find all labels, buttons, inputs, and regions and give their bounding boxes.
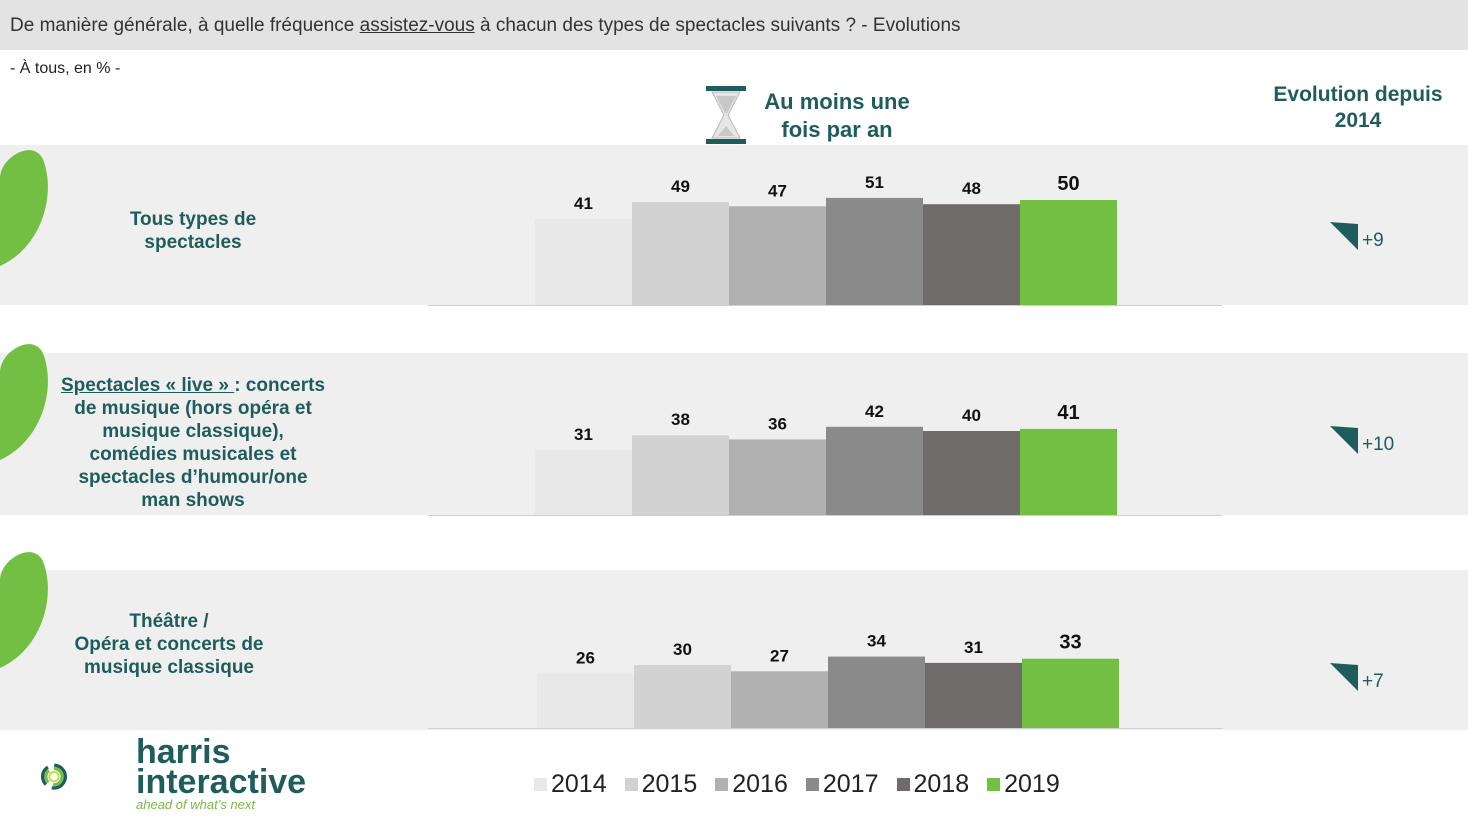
legend-swatch — [715, 778, 729, 791]
title-part-1: De manière générale, à quelle fréquence — [10, 15, 360, 36]
legend-item-2014: 2014 — [534, 770, 607, 799]
data-label-2018-row-3: 31 — [964, 638, 983, 657]
leaf-decoration-3 — [0, 552, 48, 668]
row-3-label-line: musique classique — [83, 657, 254, 678]
row-label-3: Théâtre / Opéra et concerts de musique c… — [36, 610, 302, 679]
legend-label: 2019 — [1004, 770, 1060, 798]
down-arrow-icon — [1330, 222, 1358, 250]
logo-text-harris: harris — [136, 733, 231, 771]
data-label-2017-row-1: 51 — [865, 173, 884, 192]
data-label-2014-row-3: 26 — [576, 648, 595, 667]
legend-item-2017: 2017 — [805, 770, 879, 799]
data-label-2015-row-1: 49 — [671, 177, 690, 196]
row-label-2: Spectacles « live » : concerts de musiqu… — [50, 374, 336, 512]
bar-2015-row-1 — [632, 202, 729, 305]
hourglass-icon — [706, 86, 746, 144]
bar-2017-row-2 — [826, 426, 923, 515]
row-2-label-line: musique classique), — [102, 421, 284, 442]
evolution-value-3: +7 — [1362, 671, 1384, 692]
title-part-2: à chacun des types de spectacles suivant… — [474, 15, 961, 36]
legend-label: 2016 — [732, 770, 788, 798]
leaf-decoration-2 — [0, 344, 48, 460]
title-bar — [0, 0, 1468, 50]
legend-swatch — [805, 778, 819, 791]
data-label-2016-row-2: 36 — [768, 414, 787, 433]
bar-2018-row-3 — [925, 662, 1022, 728]
row-2-label-line: Spectacles « live » : concerts — [50, 374, 336, 397]
bar-2017-row-1 — [826, 197, 923, 305]
bar-2016-row-1 — [729, 206, 826, 305]
bar-2019-row-3 — [1022, 658, 1119, 728]
logo-tagline: ahead of what’s next — [136, 797, 256, 812]
data-label-2015-row-2: 38 — [671, 410, 690, 429]
data-label-2018-row-2: 40 — [962, 406, 981, 425]
bar-2016-row-3 — [731, 671, 828, 728]
legend-label: 2017 — [822, 770, 879, 798]
row-2-label-line: spectacles d’humour/one — [78, 467, 308, 488]
row-3-label-line: Théâtre / — [129, 611, 209, 632]
row-2-label-line: de musique (hors opéra et — [74, 398, 312, 419]
measure-header: Au moins une fois par an — [762, 88, 912, 144]
bar-2014-row-3 — [537, 673, 634, 728]
measure-line-2: fois par an — [781, 117, 893, 142]
down-arrow-icon — [1330, 663, 1358, 691]
legend-label: 2018 — [913, 770, 970, 798]
data-label-2014-row-2: 31 — [574, 425, 593, 444]
row-2-label-underlined: Spectacles « live » — [60, 375, 235, 396]
question-title: De manière générale, à quelle fréquence … — [10, 15, 961, 37]
legend-swatch — [896, 778, 910, 791]
bar-2015-row-2 — [632, 435, 729, 515]
legend-label: 2014 — [551, 770, 607, 798]
bar-2018-row-2 — [923, 431, 1020, 515]
row-label-1: Tous types de spectacles — [60, 208, 326, 254]
data-label-2019-row-3: 33 — [1059, 632, 1081, 654]
bar-2017-row-3 — [828, 656, 925, 728]
bar-2019-row-1 — [1020, 200, 1117, 305]
legend-swatch — [534, 778, 547, 791]
bar-2019-row-2 — [1020, 428, 1117, 515]
row-1-label-line: spectacles — [144, 232, 242, 253]
bar-2015-row-3 — [634, 665, 731, 728]
evolution-value-2: +10 — [1362, 434, 1395, 455]
data-label-2017-row-2: 42 — [865, 402, 884, 421]
chart-legend: 2014 2015 2016 2017 2018 2019 — [534, 770, 1060, 799]
data-label-2019-row-2: 41 — [1057, 402, 1079, 424]
legend-item-2015: 2015 — [624, 770, 698, 799]
evolution-value-1: +9 — [1362, 230, 1384, 251]
row-2-label-line: comédies musicales et — [89, 444, 297, 465]
title-underlined: assistez-vous — [359, 15, 475, 36]
data-label-2016-row-3: 27 — [770, 646, 789, 665]
data-label-2014-row-1: 41 — [574, 194, 593, 213]
evolution-header: Evolution depuis 2014 — [1262, 82, 1454, 134]
data-label-2019-row-1: 50 — [1057, 173, 1079, 195]
base-subtitle: - À tous, en % - — [10, 60, 121, 77]
down-arrow-icon — [1330, 426, 1358, 454]
bar-2016-row-2 — [729, 439, 826, 515]
data-label-2017-row-3: 34 — [867, 632, 886, 651]
evolution-header-line-1: Evolution depuis — [1273, 83, 1443, 106]
data-label-2018-row-1: 48 — [962, 179, 981, 198]
legend-item-2018: 2018 — [896, 770, 970, 799]
row-3-label-line: Opéra et concerts de — [74, 634, 264, 655]
bar-2014-row-1 — [535, 218, 632, 305]
legend-swatch — [987, 778, 1001, 791]
data-label-2015-row-3: 30 — [673, 640, 692, 659]
evolution-header-line-2: 2014 — [1334, 109, 1382, 132]
legend-item-2019: 2019 — [987, 770, 1060, 799]
legend-swatch — [624, 778, 638, 791]
bar-2014-row-2 — [535, 449, 632, 515]
legend-item-2016: 2016 — [715, 770, 788, 799]
legend-label: 2015 — [641, 770, 698, 798]
measure-line-1: Au moins une — [764, 89, 910, 114]
logo-text-interactive: interactive — [136, 763, 307, 801]
bar-2018-row-1 — [923, 204, 1020, 305]
leaf-decoration-1 — [0, 150, 48, 266]
row-1-label-line: Tous types de — [129, 209, 257, 230]
data-label-2016-row-1: 47 — [768, 181, 787, 200]
harris-interactive-logo-icon — [41, 763, 67, 790]
row-2-label-first-rest: : concerts — [234, 375, 326, 396]
row-2-label-line: man shows — [141, 490, 245, 511]
